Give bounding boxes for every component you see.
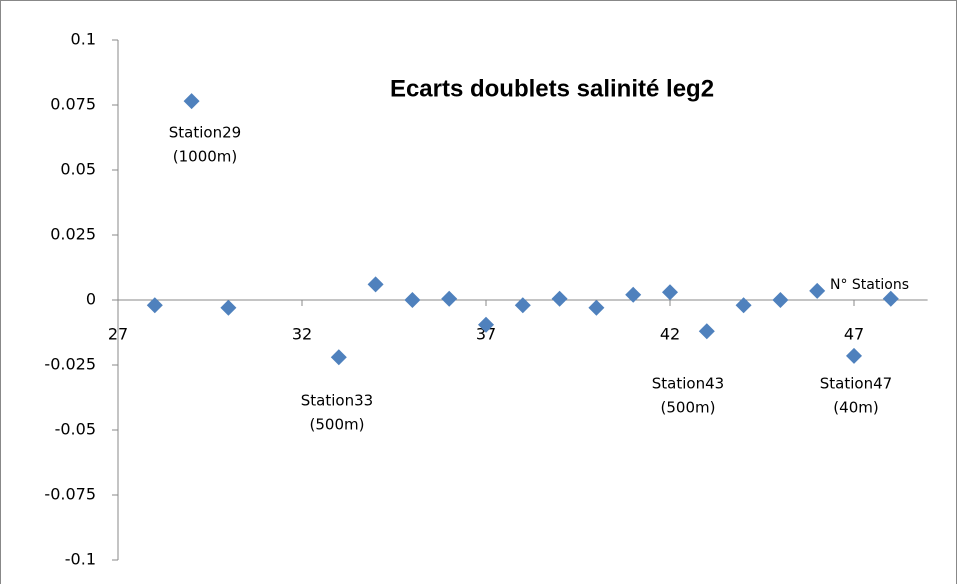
x-tick-label: 37 [476, 325, 496, 344]
point [662, 284, 678, 301]
annotation: (1000m) [173, 148, 238, 166]
y-tick-label: -0.025 [44, 355, 96, 374]
y-tick-label: -0.075 [44, 485, 96, 504]
point [735, 297, 752, 314]
point [809, 282, 826, 299]
point [846, 347, 862, 364]
y-tick-label: -0.05 [55, 420, 96, 439]
y-tick-label: 0.1 [71, 30, 96, 49]
point [698, 323, 715, 340]
annotation: Station29 [169, 124, 241, 142]
point [551, 290, 568, 307]
x-tick-label: 27 [108, 325, 128, 344]
point [183, 93, 200, 110]
annotation: Station47 [820, 375, 892, 393]
point [404, 292, 421, 308]
y-tick-label: 0 [86, 290, 96, 309]
annotation: (500m) [310, 416, 365, 434]
chart-title: Ecarts doublets salinité leg2 [390, 75, 714, 102]
y-tick-label: 0.075 [50, 95, 96, 114]
point [772, 292, 789, 308]
y-tick-label: -0.1 [65, 550, 96, 569]
point [330, 349, 347, 366]
point [441, 290, 458, 307]
annotation: Station43 [652, 375, 724, 393]
point [882, 290, 899, 307]
annotation: (40m) [833, 399, 878, 417]
point [478, 316, 494, 333]
x-tick-label: 47 [844, 325, 864, 344]
point [625, 286, 642, 303]
x-axis-label: N° Stations [830, 277, 909, 293]
annotation: (500m) [661, 399, 716, 417]
x-tick-label: 42 [660, 325, 680, 344]
point [514, 297, 531, 314]
y-tick-label: 0.05 [60, 160, 96, 179]
point [220, 299, 237, 316]
point [146, 297, 163, 314]
annotation: Station33 [301, 392, 373, 410]
point [588, 299, 605, 316]
x-tick-label: 32 [292, 325, 312, 344]
point [367, 276, 384, 293]
y-tick-label: 0.025 [50, 225, 96, 244]
